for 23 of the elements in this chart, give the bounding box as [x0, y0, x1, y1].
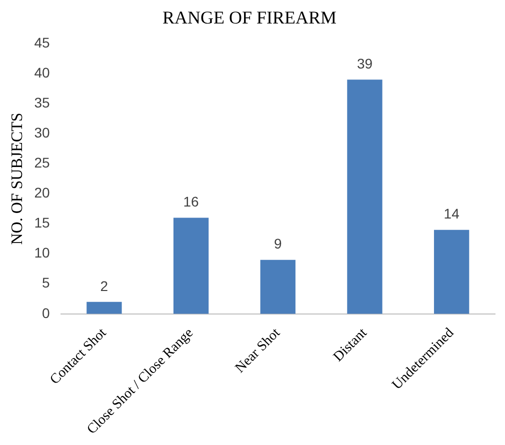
y-tick-label: 15 [34, 214, 50, 231]
y-tick-label: 30 [34, 124, 50, 141]
y-tick-label: 5 [42, 274, 50, 291]
data-label: 39 [356, 56, 373, 72]
bar [173, 218, 209, 314]
y-tick-label: 0 [42, 304, 50, 321]
data-label: 16 [183, 194, 200, 210]
bar [86, 302, 122, 314]
y-axis-title: NO. OF SUBJECTS [8, 112, 26, 245]
x-tick-label: Near Shot [232, 326, 284, 376]
y-tick-label: 25 [34, 154, 50, 171]
y-tick-label: 40 [34, 64, 50, 80]
data-label: 2 [100, 278, 108, 294]
bar [260, 260, 296, 314]
y-tick-label: 20 [34, 184, 50, 201]
y-tick-label: 10 [34, 244, 50, 261]
bar [347, 80, 382, 314]
chart-title: RANGE OF FIREARM [162, 8, 337, 28]
bar [434, 230, 470, 314]
y-tick-label: 45 [34, 34, 50, 50]
data-label: 14 [444, 206, 460, 222]
y-tick-label: 35 [34, 94, 50, 111]
data-label: 9 [274, 236, 282, 252]
